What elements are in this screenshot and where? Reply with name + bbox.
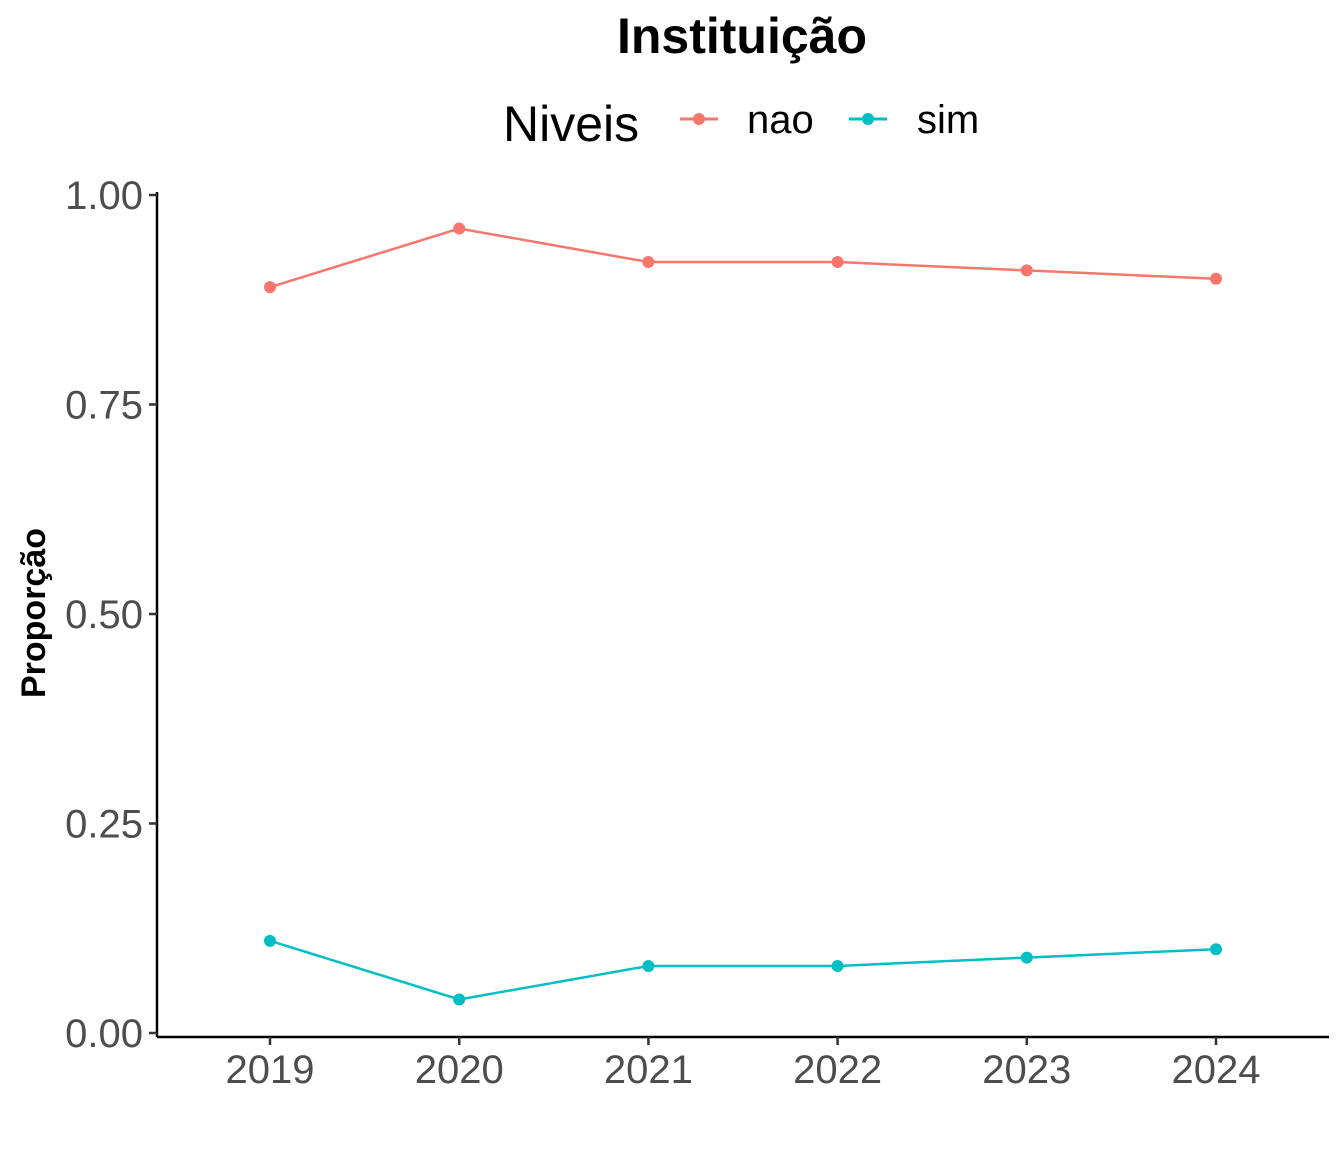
data-point-nao — [1020, 264, 1033, 277]
legend-key-point-sim — [862, 113, 874, 125]
chart-title: Instituição — [617, 8, 867, 64]
series-nao — [264, 222, 1222, 294]
x-tick-label: 2020 — [415, 1048, 504, 1092]
data-point-sim — [831, 959, 844, 972]
data-point-sim — [642, 959, 655, 972]
data-point-nao — [453, 222, 466, 235]
data-point-nao — [642, 256, 655, 269]
x-tick-label: 2022 — [793, 1048, 882, 1092]
data-point-sim — [264, 934, 276, 947]
legend-label-nao: nao — [747, 98, 814, 142]
x-tick-label: 2019 — [226, 1048, 315, 1092]
legend-item-nao: nao — [680, 98, 814, 142]
legend: Niveis nao sim — [503, 96, 979, 152]
x-tick-label: 2021 — [604, 1048, 693, 1092]
y-tick-label: 0.00 — [65, 1012, 143, 1056]
legend-key-point-nao — [693, 113, 705, 125]
series-sim — [264, 934, 1222, 1006]
y-axis: 0.00 0.25 0.50 0.75 1.00 — [65, 174, 159, 1056]
data-point-sim — [1020, 951, 1033, 964]
y-tick-label: 1.00 — [65, 174, 143, 218]
data-point-sim — [453, 993, 466, 1006]
data-point-sim — [1210, 943, 1222, 956]
data-point-nao — [831, 256, 844, 269]
y-axis-title: Proporção — [15, 528, 53, 698]
plot-series — [264, 222, 1222, 1006]
series-line-nao — [269, 227, 1217, 289]
x-tick-label: 2024 — [1172, 1048, 1261, 1092]
data-point-nao — [264, 281, 276, 294]
x-axis: 2019 2020 2021 2022 2023 2024 — [157, 1035, 1329, 1092]
legend-title: Niveis — [503, 96, 639, 152]
data-point-nao — [1210, 272, 1222, 285]
series-line-sim — [269, 939, 1217, 1001]
y-tick-label: 0.75 — [65, 384, 143, 428]
legend-item-sim: sim — [849, 98, 979, 142]
y-tick-label: 0.50 — [65, 593, 143, 637]
y-tick-label: 0.25 — [65, 803, 143, 847]
legend-label-sim: sim — [917, 98, 979, 142]
x-tick-label: 2023 — [982, 1048, 1071, 1092]
